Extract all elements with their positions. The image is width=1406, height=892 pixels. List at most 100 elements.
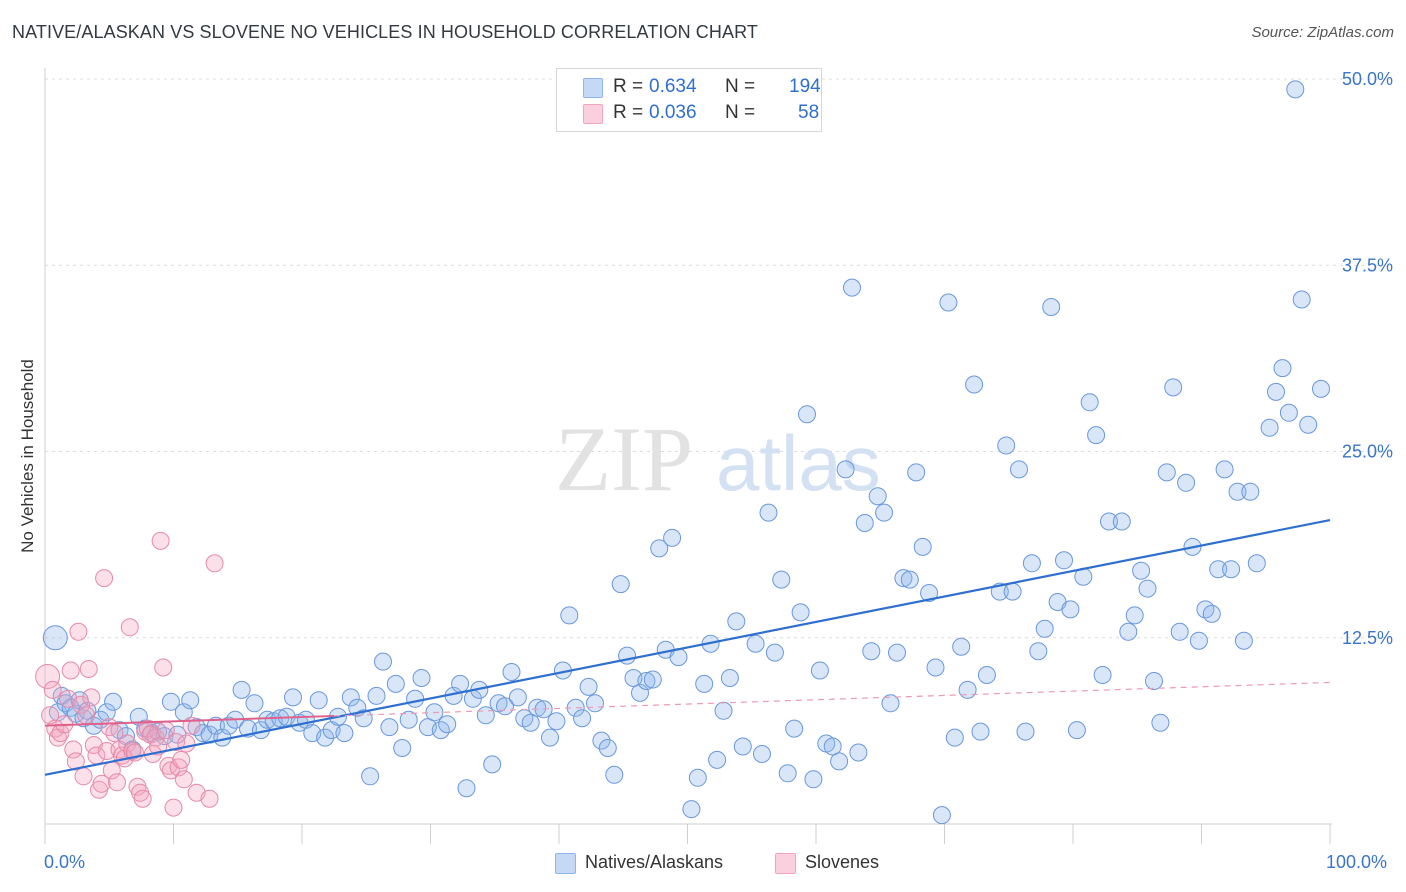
- native-point: [804, 770, 823, 789]
- native-point: [1061, 600, 1080, 619]
- watermark-atlas: atlas: [716, 419, 881, 507]
- legend-r-label: R =: [613, 76, 644, 97]
- native-point: [631, 683, 649, 702]
- native-point: [977, 666, 996, 684]
- native-point: [836, 460, 855, 479]
- slovene-point: [95, 569, 114, 588]
- native-point: [232, 680, 251, 699]
- data-points: [35, 80, 1330, 825]
- native-point: [894, 569, 913, 588]
- native-point: [1010, 460, 1028, 479]
- native-point: [932, 806, 951, 825]
- native-point: [1003, 582, 1022, 601]
- y-tick-label: 50.0%: [1342, 69, 1393, 89]
- native-point: [958, 680, 977, 699]
- native-point: [920, 584, 939, 602]
- native-point: [309, 691, 328, 710]
- native-point: [579, 677, 598, 696]
- slovene-point: [74, 767, 93, 786]
- native-point: [1067, 721, 1086, 740]
- native-point: [1164, 378, 1183, 397]
- native-point: [1029, 642, 1048, 661]
- legend-box: R = 0.634 N = 194 R = 0.036 N = 58: [556, 68, 822, 132]
- native-point: [926, 658, 945, 677]
- slovene-point: [77, 706, 96, 725]
- native-point: [592, 731, 611, 750]
- native-point: [1119, 622, 1138, 641]
- native-point: [1087, 426, 1106, 445]
- native-point: [406, 689, 425, 708]
- slovene-point: [82, 688, 101, 707]
- native-point: [810, 661, 829, 680]
- slovene-point: [41, 706, 60, 725]
- slovene-point: [64, 740, 83, 759]
- slovene-trend-line: [44, 714, 335, 727]
- native-point: [1273, 359, 1292, 378]
- native-point: [1228, 482, 1247, 501]
- native-point: [849, 743, 868, 762]
- y-tick-labels: 12.5% 25.0% 37.5% 50.0%: [1342, 69, 1393, 648]
- legend-r-label: R =: [613, 102, 644, 123]
- native-point: [1241, 482, 1260, 501]
- native-point: [245, 694, 264, 713]
- native-point: [843, 278, 861, 297]
- native-point: [104, 692, 123, 711]
- native-point: [695, 674, 714, 693]
- native-point: [560, 606, 579, 625]
- slovene-point: [164, 798, 183, 817]
- native-point: [361, 767, 380, 786]
- native-point: [181, 691, 200, 710]
- native-point: [1132, 561, 1151, 580]
- native-point: [1055, 551, 1073, 570]
- axes: [44, 68, 1332, 844]
- native-point: [521, 713, 540, 732]
- native-point: [374, 652, 392, 671]
- native-point: [1215, 460, 1234, 479]
- y-tick-label: 12.5%: [1342, 628, 1393, 648]
- native-point: [393, 739, 412, 757]
- slovene-point: [172, 750, 191, 769]
- native-point: [868, 487, 887, 506]
- native-point: [1234, 631, 1253, 650]
- native-point: [714, 701, 733, 720]
- native-point: [528, 698, 547, 717]
- native-point: [161, 692, 180, 711]
- native-point: [1312, 379, 1330, 398]
- native-point: [997, 436, 1016, 455]
- native-point: [830, 752, 849, 771]
- native-point: [720, 669, 739, 687]
- native-point: [952, 637, 971, 656]
- native-point: [945, 728, 964, 747]
- native-trend-line: [44, 518, 1331, 776]
- bottom-legend-swatch-natives: [555, 853, 576, 874]
- native-point: [855, 514, 874, 532]
- native-point: [1145, 672, 1163, 690]
- native-point: [965, 375, 984, 394]
- native-point: [541, 728, 559, 747]
- slovene-point: [92, 774, 111, 793]
- native-point: [1035, 619, 1054, 638]
- native-point: [386, 674, 405, 693]
- slovene-point: [105, 724, 124, 743]
- native-point: [1138, 579, 1157, 598]
- slovene-trend-line-dashed: [334, 681, 1331, 717]
- native-point: [367, 686, 386, 705]
- slovene-point: [61, 661, 80, 680]
- native-point: [759, 503, 778, 522]
- native-point: [772, 570, 791, 589]
- native-point: [939, 293, 958, 312]
- legend-swatch-slovenes: [583, 104, 603, 124]
- native-point: [451, 674, 470, 693]
- native-point: [746, 634, 765, 653]
- slovene-point: [151, 531, 170, 550]
- native-point: [1100, 512, 1118, 531]
- native-point: [1209, 560, 1228, 579]
- legend-r-value: 0.036: [649, 102, 697, 123]
- native-point: [1222, 560, 1241, 579]
- slovene-point: [154, 658, 173, 677]
- native-point: [765, 643, 784, 662]
- native-point: [97, 703, 116, 722]
- native-point: [335, 724, 354, 743]
- chart-title: NATIVE/ALASKAN VS SLOVENE NO VEHICLES IN…: [12, 22, 758, 42]
- native-point: [971, 722, 990, 741]
